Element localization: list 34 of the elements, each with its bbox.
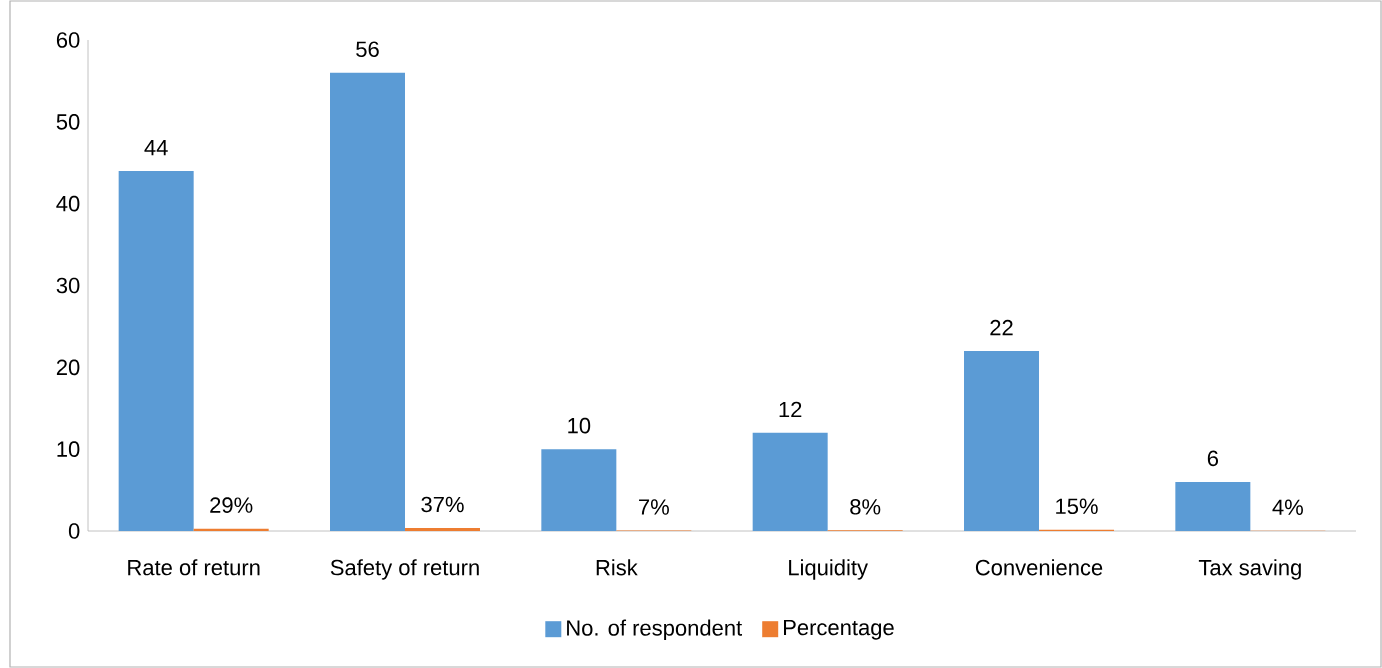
y-tick-label: 30 [56,277,80,294]
y-tick-label: 20 [56,359,80,376]
data-label: 4% [1272,499,1303,515]
legend-label: No. of respondent [567,619,743,641]
x-tick-label: Safety of return [330,559,479,580]
data-label: 6 [1207,450,1219,467]
data-label: 22 [990,319,1013,336]
x-tick-label: Convenience [975,559,1103,576]
bar [752,432,828,531]
data-label: 44 [144,140,168,156]
bar [541,449,617,531]
data-label: 29% [210,497,253,513]
data-label: 10 [568,417,591,434]
data-label: 12 [779,401,802,418]
bar [405,527,480,531]
legend-label: Percentage [784,619,894,640]
y-tick-label: 10 [57,441,80,457]
bar [118,170,194,531]
x-tick-label: Risk [596,559,638,576]
data-label: 15% [1056,498,1098,515]
x-tick-label: Tax saving [1198,559,1301,580]
data-label: 7% [639,499,669,515]
data-label: 8% [850,499,881,515]
bar [330,72,405,531]
bar [964,350,1040,531]
data-label: 56 [356,41,379,58]
y-tick-label: 0 [68,523,80,539]
bar [1175,481,1251,531]
data-label: 37% [421,496,464,513]
y-tick-label: 60 [56,32,80,48]
x-tick-label: Rate of return [128,559,260,576]
x-tick-label: Liquidity [789,559,868,580]
y-tick-label: 40 [56,195,80,212]
y-tick-label: 50 [56,114,80,130]
